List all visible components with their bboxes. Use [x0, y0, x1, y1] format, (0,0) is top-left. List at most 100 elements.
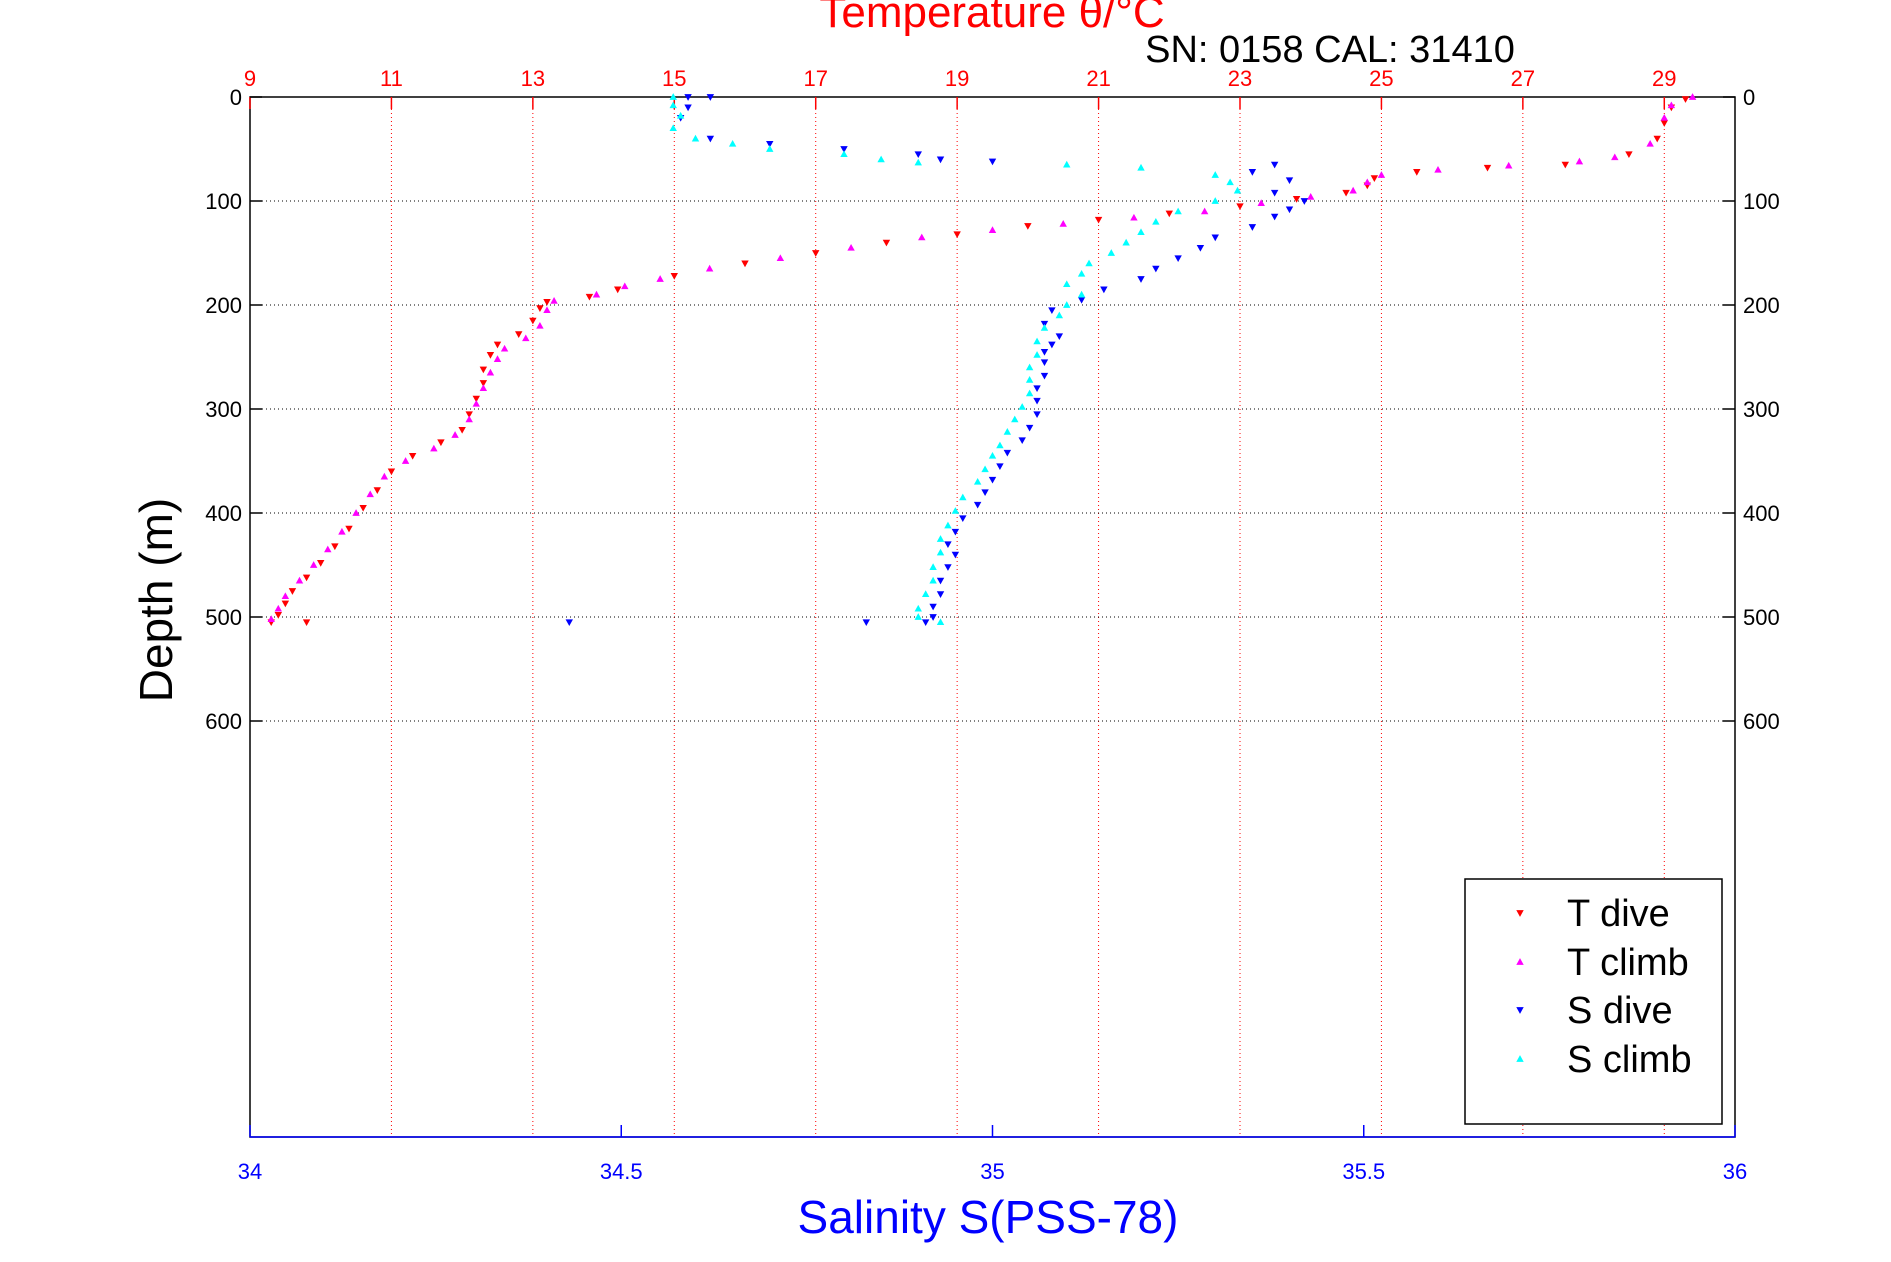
data-point-t-dive	[437, 439, 445, 447]
data-point-t-climb	[493, 355, 502, 362]
temperature-tick-label: 29	[1652, 66, 1676, 91]
data-point-s-dive	[996, 463, 1004, 471]
depth-tick-label-left: 500	[205, 605, 242, 630]
data-point-s-dive	[840, 146, 848, 153]
data-point-t-climb	[543, 306, 551, 314]
data-point-s-dive	[959, 515, 967, 523]
data-point-s-dive	[1033, 385, 1041, 393]
data-point-s-climb	[996, 441, 1004, 449]
data-point-t-dive	[529, 317, 537, 325]
data-point-s-dive	[1055, 333, 1064, 341]
data-point-s-climb	[877, 155, 885, 163]
data-point-s-climb	[929, 563, 937, 570]
data-point-s-climb	[1152, 217, 1160, 225]
data-point-s-dive	[944, 541, 952, 549]
temperature-tick-label: 15	[662, 66, 686, 91]
data-point-s-climb	[1122, 238, 1130, 246]
data-point-s-climb	[914, 613, 922, 620]
data-point-t-dive	[1342, 189, 1350, 197]
legend-label-s-climb: S climb	[1567, 1039, 1692, 1081]
data-point-s-dive	[936, 156, 945, 164]
data-point-s-climb	[1174, 207, 1182, 215]
series-s-dive	[565, 94, 1309, 627]
data-point-s-dive	[1040, 372, 1049, 380]
data-point-s-dive	[1137, 276, 1145, 283]
data-point-s-dive	[1248, 224, 1257, 231]
legend-label-t-climb: T climb	[1567, 942, 1689, 984]
data-point-t-climb	[656, 275, 664, 282]
data-point-t-climb	[274, 604, 282, 612]
data-point-s-climb	[1063, 280, 1071, 288]
data-point-t-dive	[812, 250, 820, 257]
data-point-s-climb	[959, 493, 967, 501]
data-point-s-dive	[1048, 307, 1056, 315]
data-point-s-dive	[1040, 359, 1049, 367]
data-point-s-climb	[1063, 301, 1071, 308]
grid	[250, 97, 1735, 1137]
data-point-t-climb	[366, 490, 374, 498]
data-point-s-climb	[1233, 186, 1242, 194]
data-point-t-dive	[493, 341, 502, 349]
x-axis-title: Salinity S(PSS-78)	[798, 1191, 1179, 1243]
data-point-t-climb	[1257, 199, 1265, 206]
salinity-tick-label: 35	[980, 1159, 1004, 1184]
data-point-t-climb	[1646, 139, 1654, 147]
data-point-s-climb	[1077, 290, 1086, 298]
data-point-t-climb	[918, 233, 926, 241]
data-point-t-dive	[741, 260, 749, 268]
data-point-t-climb	[1667, 101, 1676, 109]
series-s-climb	[669, 93, 1242, 626]
data-point-t-dive	[882, 239, 891, 247]
legend-marker-t-climb	[1516, 958, 1524, 965]
chart-annotation: SN: 0158 CAL: 31410	[1145, 29, 1515, 71]
data-point-s-dive	[1248, 169, 1257, 176]
data-point-t-dive	[387, 468, 396, 476]
data-point-t-climb	[592, 290, 601, 298]
data-point-t-climb	[1688, 93, 1697, 100]
data-point-s-dive	[1033, 397, 1041, 405]
data-point-s-dive	[1211, 234, 1219, 242]
data-point-s-climb	[921, 590, 930, 597]
data-point-t-climb	[486, 368, 495, 376]
data-point-s-dive	[921, 619, 930, 627]
data-point-t-climb	[281, 592, 290, 600]
data-point-s-dive	[981, 489, 989, 497]
data-point-t-dive	[486, 352, 495, 359]
data-point-s-dive	[1100, 286, 1108, 294]
data-point-t-climb	[472, 399, 480, 407]
data-point-t-dive	[479, 366, 488, 374]
data-point-t-dive	[317, 560, 325, 567]
legend-marker-s-climb	[1516, 1055, 1524, 1062]
data-point-t-dive	[479, 380, 488, 387]
legend-marker-s-dive	[1516, 1007, 1524, 1014]
data-point-t-dive	[1483, 164, 1492, 172]
data-point-s-climb	[1107, 249, 1116, 256]
data-point-s-climb	[1025, 376, 1034, 383]
data-point-t-dive	[953, 231, 961, 239]
data-point-t-dive	[614, 286, 622, 294]
data-point-s-climb	[944, 521, 952, 529]
data-point-t-climb	[1611, 153, 1619, 161]
data-point-s-climb	[1226, 178, 1234, 186]
data-point-s-dive	[706, 94, 715, 101]
depth-tick-label-right: 100	[1743, 189, 1780, 214]
data-point-t-dive	[1681, 96, 1690, 103]
data-point-s-dive	[1040, 320, 1049, 328]
data-point-t-climb	[621, 282, 629, 290]
data-point-s-climb	[988, 451, 997, 459]
data-point-t-climb	[324, 545, 332, 553]
depth-tick-label-right: 0	[1743, 85, 1755, 110]
data-point-t-climb	[1377, 171, 1386, 178]
data-point-t-climb	[776, 254, 785, 262]
data-point-t-dive	[1561, 161, 1569, 169]
data-point-t-climb	[465, 415, 473, 423]
data-point-t-climb	[1349, 186, 1357, 194]
depth-tick-label-left: 0	[230, 85, 242, 110]
data-point-s-climb	[728, 139, 737, 147]
data-point-t-dive	[288, 588, 297, 595]
series-t-climb	[267, 93, 1697, 622]
data-point-s-dive	[1300, 198, 1309, 205]
data-point-t-climb	[338, 527, 346, 535]
data-point-s-climb	[981, 465, 989, 473]
data-point-s-dive	[684, 94, 692, 101]
